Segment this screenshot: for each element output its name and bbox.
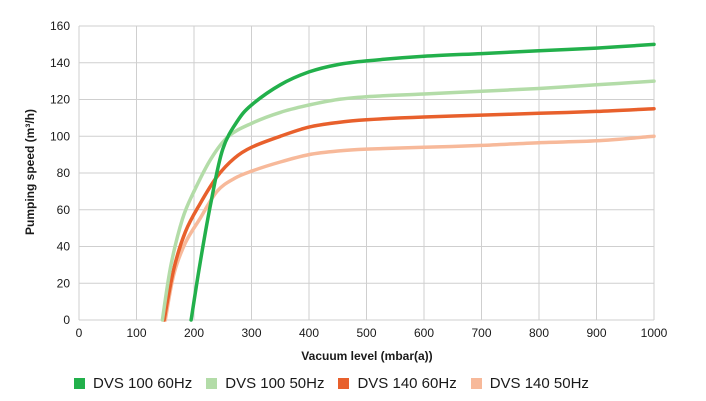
series-line xyxy=(163,134,656,322)
legend-item: DVS 140 60Hz xyxy=(338,374,457,392)
y-axis-label: Pumping speed (m³/h) xyxy=(23,109,37,235)
x-axis-label: Vacuum level (mbar(a)) xyxy=(301,349,432,363)
series-line xyxy=(162,106,656,322)
legend-label: DVS 140 50Hz xyxy=(489,374,589,392)
y-tick-label: 100 xyxy=(50,129,70,143)
legend-swatch xyxy=(74,377,85,389)
x-tick-label: 100 xyxy=(126,326,146,340)
x-tick-label: 800 xyxy=(529,326,549,340)
line-chart: 0 100 200 300 400 500 600 700 800 900 1000 0 20 40 60… xyxy=(23,19,668,363)
y-tick-label: 120 xyxy=(50,93,70,107)
y-tick-label: 40 xyxy=(57,240,71,254)
y-tick-labels: 0 20 40 60 80 100 120 140 160 xyxy=(50,19,70,327)
legend-item: DVS 100 50Hz xyxy=(206,375,324,392)
legend-item: DVS 140 50Hz xyxy=(470,374,589,392)
x-tick-labels: 0 100 200 300 400 500 600 700 800 900 1000 xyxy=(76,326,668,340)
y-tick-label: 80 xyxy=(57,166,71,180)
x-tick-label: 700 xyxy=(471,326,491,340)
y-tick-label: 160 xyxy=(50,19,70,33)
grid-lines xyxy=(78,25,655,321)
x-tick-label: 900 xyxy=(586,326,606,340)
series-line xyxy=(189,42,656,322)
x-tick-label: 0 xyxy=(76,326,83,340)
y-tick-label: 140 xyxy=(50,56,70,70)
x-tick-label: 1000 xyxy=(641,326,668,340)
legend-label: DVS 100 50Hz xyxy=(225,374,325,392)
legend-label: DVS 140 60Hz xyxy=(357,374,457,392)
legend-swatch xyxy=(206,377,218,389)
x-tick-label: 200 xyxy=(184,326,204,340)
y-tick-label: 20 xyxy=(57,276,71,290)
legend-swatch xyxy=(470,377,482,389)
x-tick-label: 400 xyxy=(299,326,319,340)
legend: DVS 100 60Hz DVS 100 50Hz DVS 140 60Hz D… xyxy=(74,372,706,394)
series-lines xyxy=(160,42,656,322)
x-tick-label: 600 xyxy=(414,326,434,340)
y-tick-label: 0 xyxy=(63,313,70,327)
legend-item: DVS 100 60Hz xyxy=(74,375,192,392)
legend-swatch xyxy=(338,377,350,389)
y-tick-label: 60 xyxy=(57,203,71,217)
x-tick-label: 300 xyxy=(241,326,261,340)
legend-label: DVS 100 60Hz xyxy=(93,374,193,392)
x-tick-label: 500 xyxy=(356,326,376,340)
series-line xyxy=(160,79,656,322)
